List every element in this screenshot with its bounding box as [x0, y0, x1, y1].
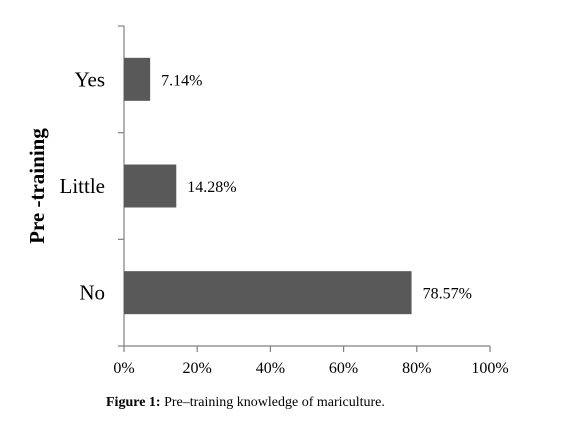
- figure-caption-text: Pre–training knowledge of mariculture.: [160, 395, 385, 410]
- chart-labels: 0% 20% 40% 60% 80% 100% Yes 7.14% Little 14.28% No…: [60, 67, 509, 377]
- x-tick-label: 0%: [113, 360, 134, 377]
- data-label: 7.14%: [161, 72, 202, 89]
- chart-bars: [124, 57, 412, 315]
- category-label: No: [79, 281, 105, 305]
- x-tick-label: 20%: [183, 360, 212, 377]
- data-label: 78.57%: [423, 286, 472, 303]
- x-tick-label: 80%: [402, 360, 431, 377]
- data-label: 14.28%: [187, 179, 236, 196]
- bar: [124, 57, 151, 101]
- category-label: Little: [60, 174, 106, 198]
- x-tick-label: 40%: [256, 360, 285, 377]
- bar: [124, 271, 412, 315]
- figure-caption: Figure 1: Pre–training knowledge of mari…: [106, 395, 385, 411]
- figure-caption-label: Figure 1:: [106, 395, 161, 410]
- category-label: Yes: [74, 67, 105, 91]
- bar: [124, 164, 177, 208]
- x-tick-label: 100%: [471, 360, 508, 377]
- y-axis-label: Pre -training: [25, 128, 49, 244]
- x-tick-label: 60%: [329, 360, 358, 377]
